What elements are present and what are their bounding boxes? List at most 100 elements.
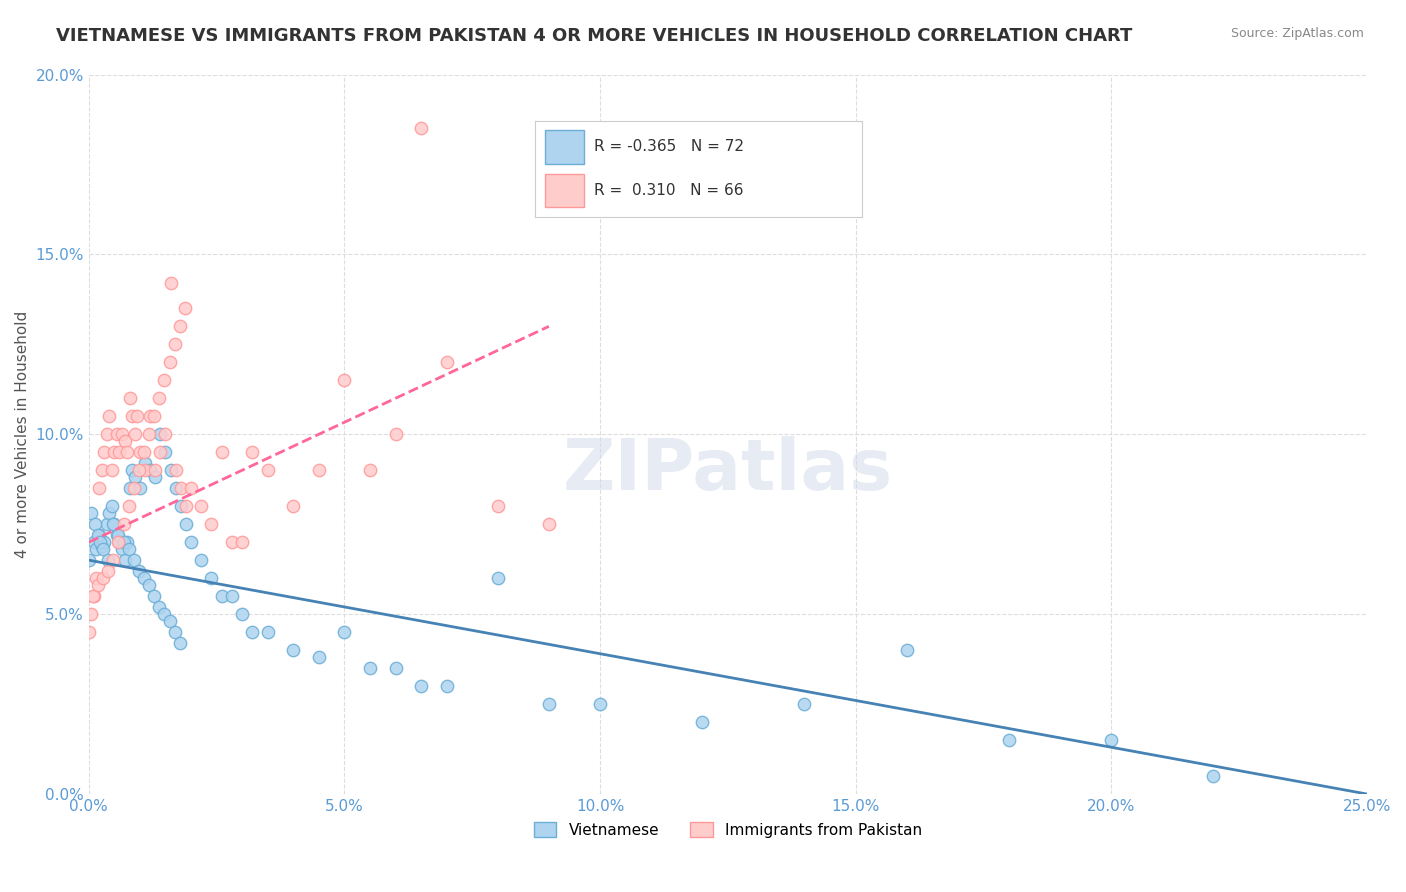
Text: ZIPatlas: ZIPatlas bbox=[562, 435, 893, 505]
Point bbox=[221, 535, 243, 549]
Point bbox=[148, 392, 170, 406]
Point bbox=[242, 445, 264, 459]
Point bbox=[409, 679, 432, 693]
Point bbox=[221, 589, 243, 603]
Point bbox=[80, 607, 103, 621]
Point bbox=[149, 427, 172, 442]
Point bbox=[122, 553, 145, 567]
Point bbox=[1202, 769, 1225, 783]
Point bbox=[112, 517, 135, 532]
Point bbox=[159, 463, 181, 477]
Point bbox=[103, 517, 125, 532]
Text: VIETNAMESE VS IMMIGRANTS FROM PAKISTAN 4 OR MORE VEHICLES IN HOUSEHOLD CORRELATI: VIETNAMESE VS IMMIGRANTS FROM PAKISTAN 4… bbox=[56, 27, 1133, 45]
Point bbox=[132, 571, 155, 585]
Point bbox=[111, 427, 134, 442]
Point bbox=[436, 679, 458, 693]
Point bbox=[121, 463, 143, 477]
Point bbox=[793, 697, 815, 711]
Point bbox=[90, 463, 112, 477]
Point bbox=[90, 539, 112, 553]
Point bbox=[83, 535, 105, 549]
Point bbox=[77, 625, 100, 640]
Point bbox=[87, 578, 110, 592]
Point bbox=[486, 571, 509, 585]
Point bbox=[165, 481, 187, 495]
Point bbox=[129, 445, 152, 459]
Point bbox=[170, 481, 193, 495]
Point bbox=[103, 517, 125, 532]
Point bbox=[108, 445, 131, 459]
Point bbox=[128, 463, 150, 477]
Point bbox=[93, 535, 115, 549]
Point bbox=[114, 434, 136, 449]
Point bbox=[107, 528, 129, 542]
Point bbox=[998, 733, 1021, 747]
Point bbox=[87, 528, 110, 542]
Point bbox=[359, 463, 381, 477]
Point bbox=[153, 373, 176, 387]
Point bbox=[93, 445, 115, 459]
Text: R = -0.365   N = 72: R = -0.365 N = 72 bbox=[595, 139, 744, 154]
Point bbox=[896, 643, 918, 657]
Point bbox=[107, 535, 129, 549]
Point bbox=[174, 301, 197, 316]
Point bbox=[148, 599, 170, 614]
Point bbox=[124, 470, 146, 484]
Point bbox=[159, 615, 181, 629]
Point bbox=[200, 517, 222, 532]
Point bbox=[105, 528, 128, 542]
Point bbox=[163, 625, 186, 640]
Point bbox=[115, 535, 138, 549]
Point bbox=[87, 528, 110, 542]
Point bbox=[190, 553, 212, 567]
Point bbox=[231, 607, 253, 621]
Point bbox=[129, 481, 152, 495]
Point bbox=[143, 409, 166, 424]
Point bbox=[169, 319, 191, 334]
Point bbox=[589, 697, 612, 711]
Point bbox=[169, 636, 191, 650]
Point bbox=[91, 542, 114, 557]
Point bbox=[384, 427, 406, 442]
Point bbox=[231, 535, 253, 549]
Point bbox=[134, 456, 156, 470]
Point bbox=[308, 463, 330, 477]
Point bbox=[101, 500, 124, 514]
Point bbox=[97, 564, 120, 578]
Point bbox=[159, 276, 181, 290]
Point bbox=[180, 535, 202, 549]
Point bbox=[134, 463, 156, 477]
Point bbox=[155, 427, 177, 442]
Point bbox=[537, 697, 560, 711]
Point bbox=[1099, 733, 1122, 747]
Point bbox=[84, 517, 107, 532]
Point bbox=[118, 542, 141, 557]
Point bbox=[121, 409, 143, 424]
Point bbox=[138, 578, 160, 592]
Point bbox=[103, 553, 125, 567]
Point bbox=[98, 409, 121, 424]
FancyBboxPatch shape bbox=[546, 130, 585, 164]
Text: Source: ZipAtlas.com: Source: ZipAtlas.com bbox=[1230, 27, 1364, 40]
Point bbox=[200, 571, 222, 585]
Y-axis label: 4 or more Vehicles in Household: 4 or more Vehicles in Household bbox=[15, 310, 30, 558]
Point bbox=[112, 535, 135, 549]
Point bbox=[211, 445, 233, 459]
Point bbox=[486, 500, 509, 514]
Point bbox=[108, 535, 131, 549]
FancyBboxPatch shape bbox=[546, 174, 585, 207]
Point bbox=[190, 500, 212, 514]
Point bbox=[101, 463, 124, 477]
Point bbox=[283, 500, 305, 514]
Point bbox=[115, 445, 138, 459]
Point bbox=[83, 589, 105, 603]
Point bbox=[97, 553, 120, 567]
Point bbox=[153, 607, 176, 621]
Point bbox=[118, 500, 141, 514]
Point bbox=[118, 481, 141, 495]
Point bbox=[86, 542, 108, 557]
Point bbox=[165, 463, 187, 477]
Point bbox=[283, 643, 305, 657]
Point bbox=[128, 564, 150, 578]
Point bbox=[163, 337, 186, 351]
